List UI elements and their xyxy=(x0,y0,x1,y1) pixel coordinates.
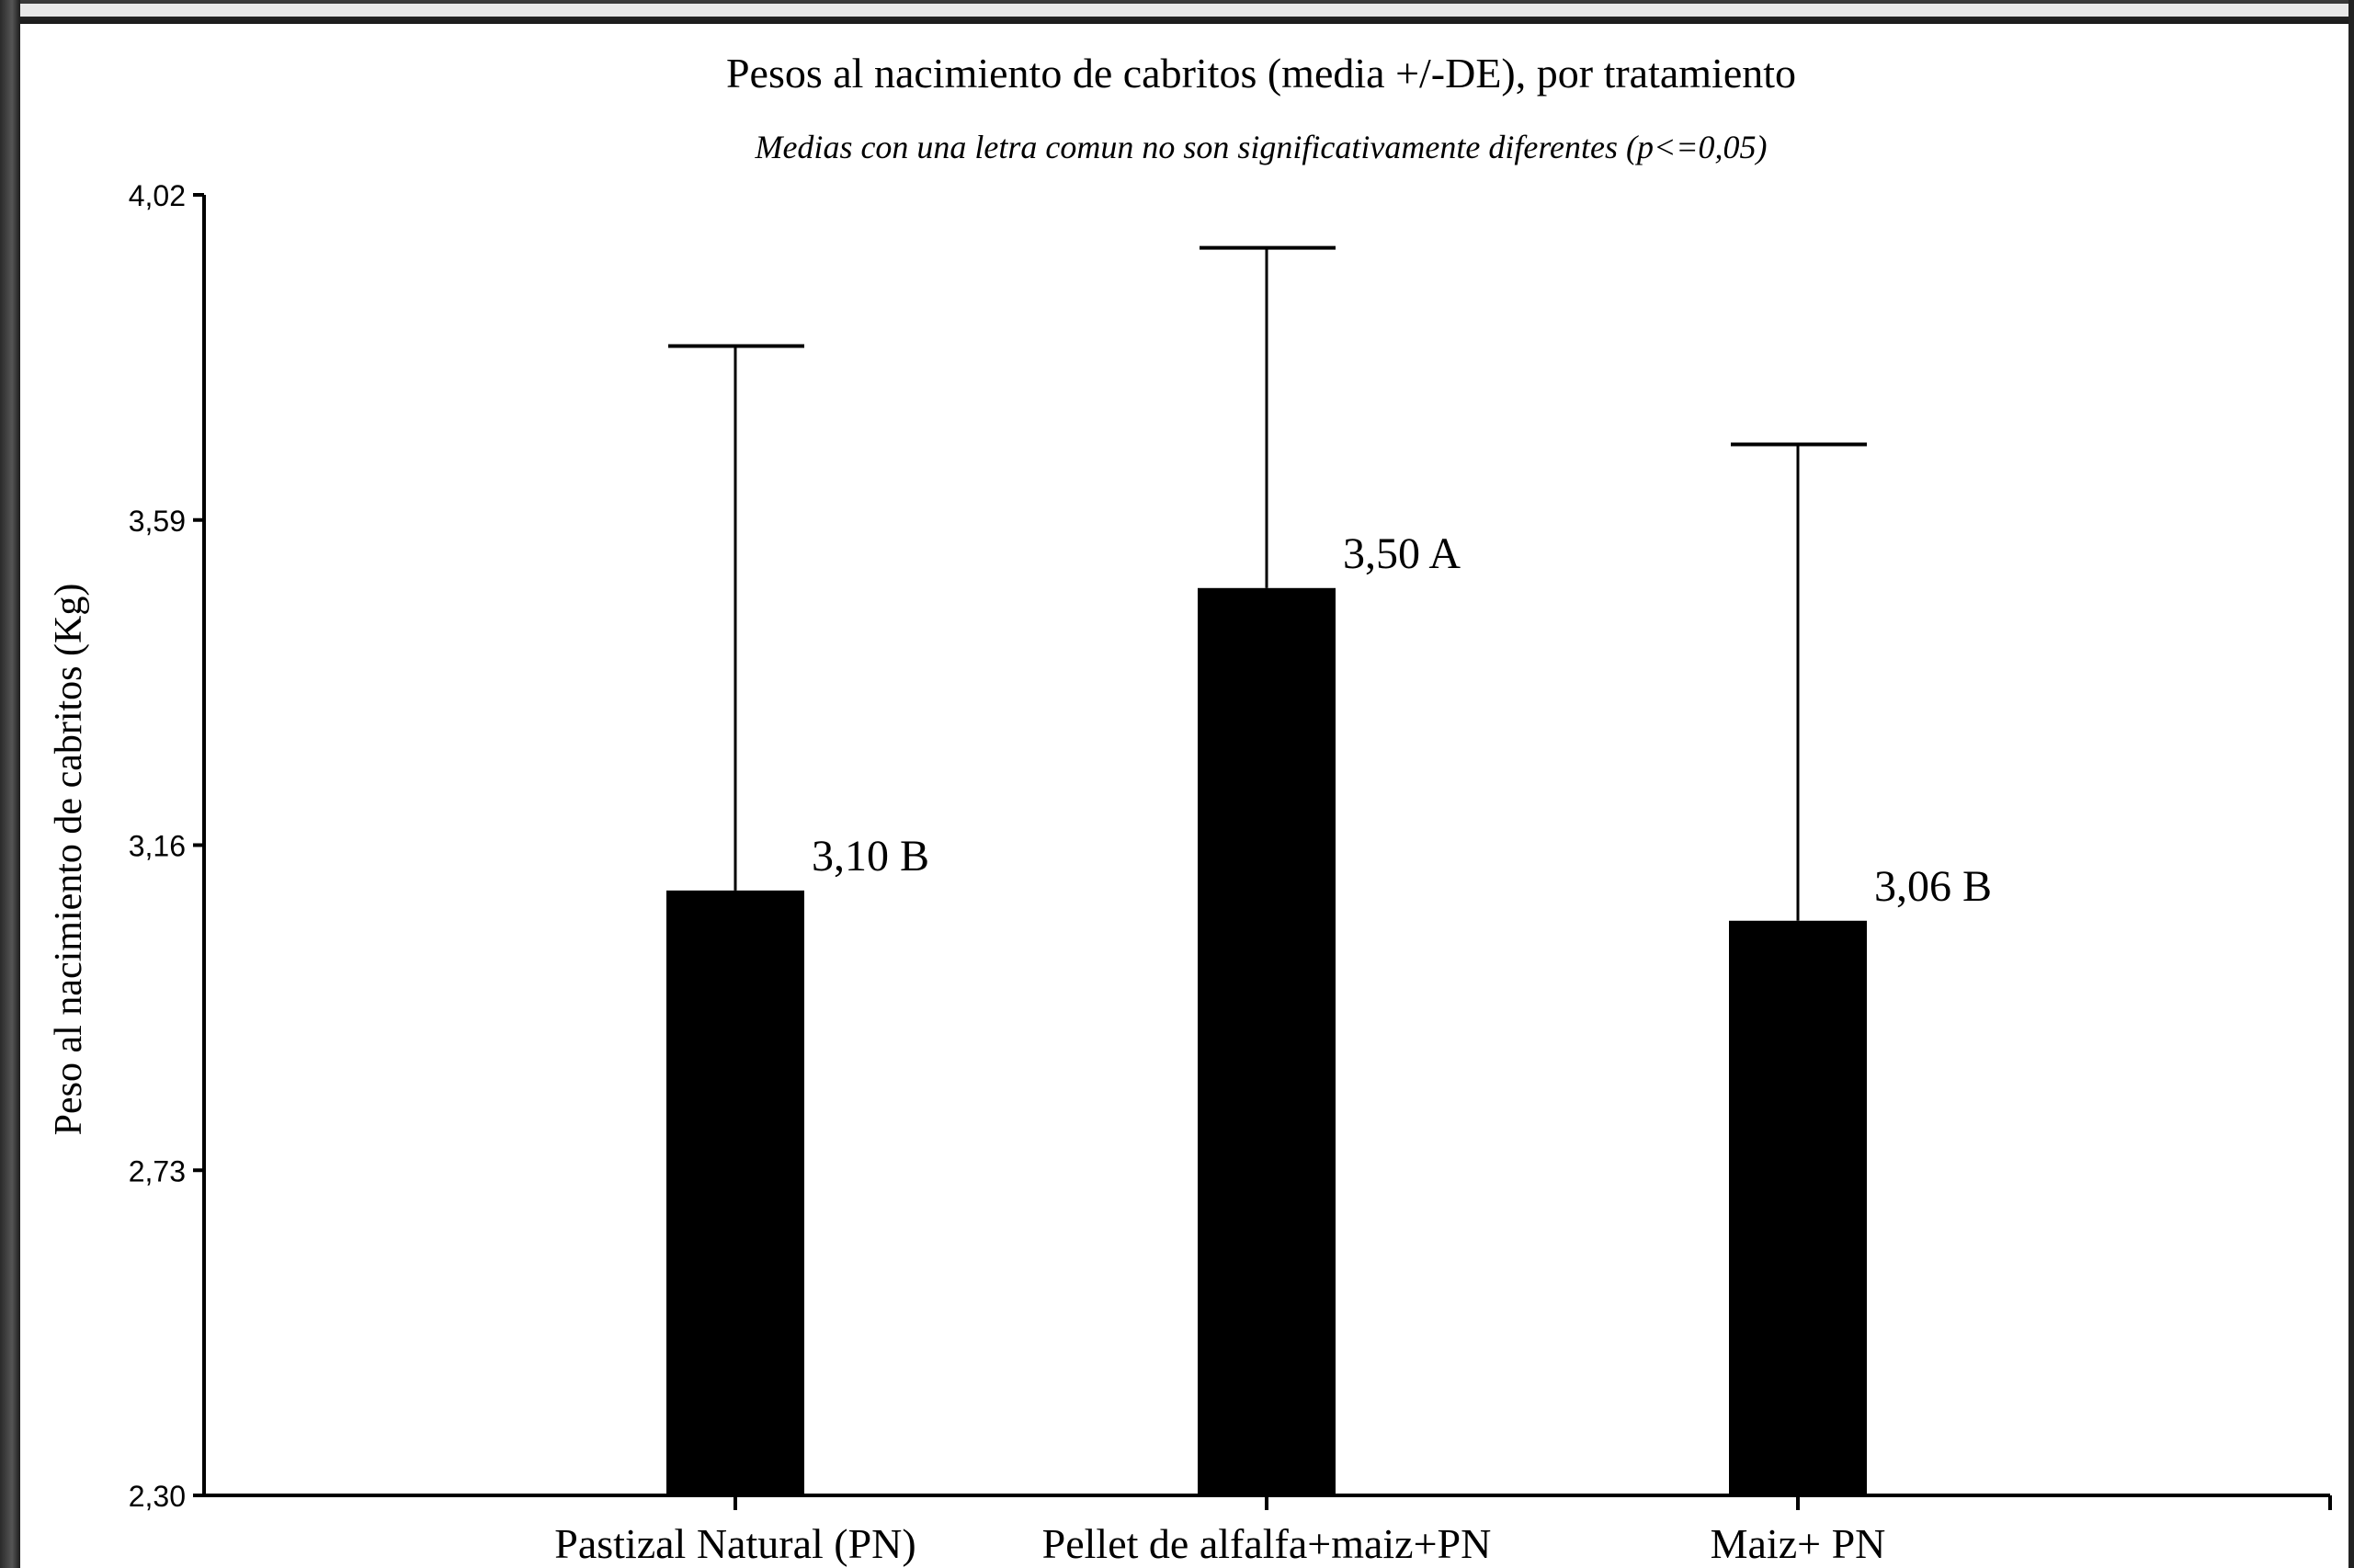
y-tick-label: 4,02 xyxy=(129,179,186,212)
x-tick-label: Pellet de alfalfa+maiz+PN xyxy=(1042,1520,1492,1567)
chart-bars: 3,10 B 3,50 A 3,06 B xyxy=(666,245,1992,1495)
bar xyxy=(666,890,804,1495)
bar xyxy=(1729,920,1867,1495)
window-right-border xyxy=(2348,0,2354,1568)
data-label: 3,10 B xyxy=(812,832,929,881)
y-axis-label: Peso al nacimiento de cabritos (Kg) xyxy=(48,584,90,1136)
chart-title: Pesos al nacimiento de cabritos (media +… xyxy=(726,50,1796,97)
data-label: 3,06 B xyxy=(1874,862,1992,911)
y-tick-label: 3,16 xyxy=(129,830,186,863)
x-tick-label: Maiz+ PN xyxy=(1711,1520,1886,1567)
bar xyxy=(1198,587,1336,1495)
y-tick-label: 3,59 xyxy=(129,505,186,538)
chart-axes: 4,02 3,59 3,16 2,73 2,30 Pastizal Natural (PN… xyxy=(129,179,2332,1567)
chart-subtitle: Medias con una letra comun no son signif… xyxy=(754,129,1767,165)
window-top-border xyxy=(0,0,2354,24)
window-left-border xyxy=(0,0,20,1568)
y-tick-label: 2,73 xyxy=(129,1154,186,1187)
data-label: 3,50 A xyxy=(1343,529,1461,578)
y-tick-label: 2,30 xyxy=(129,1480,186,1513)
x-tick-label: Pastizal Natural (PN) xyxy=(554,1520,915,1567)
